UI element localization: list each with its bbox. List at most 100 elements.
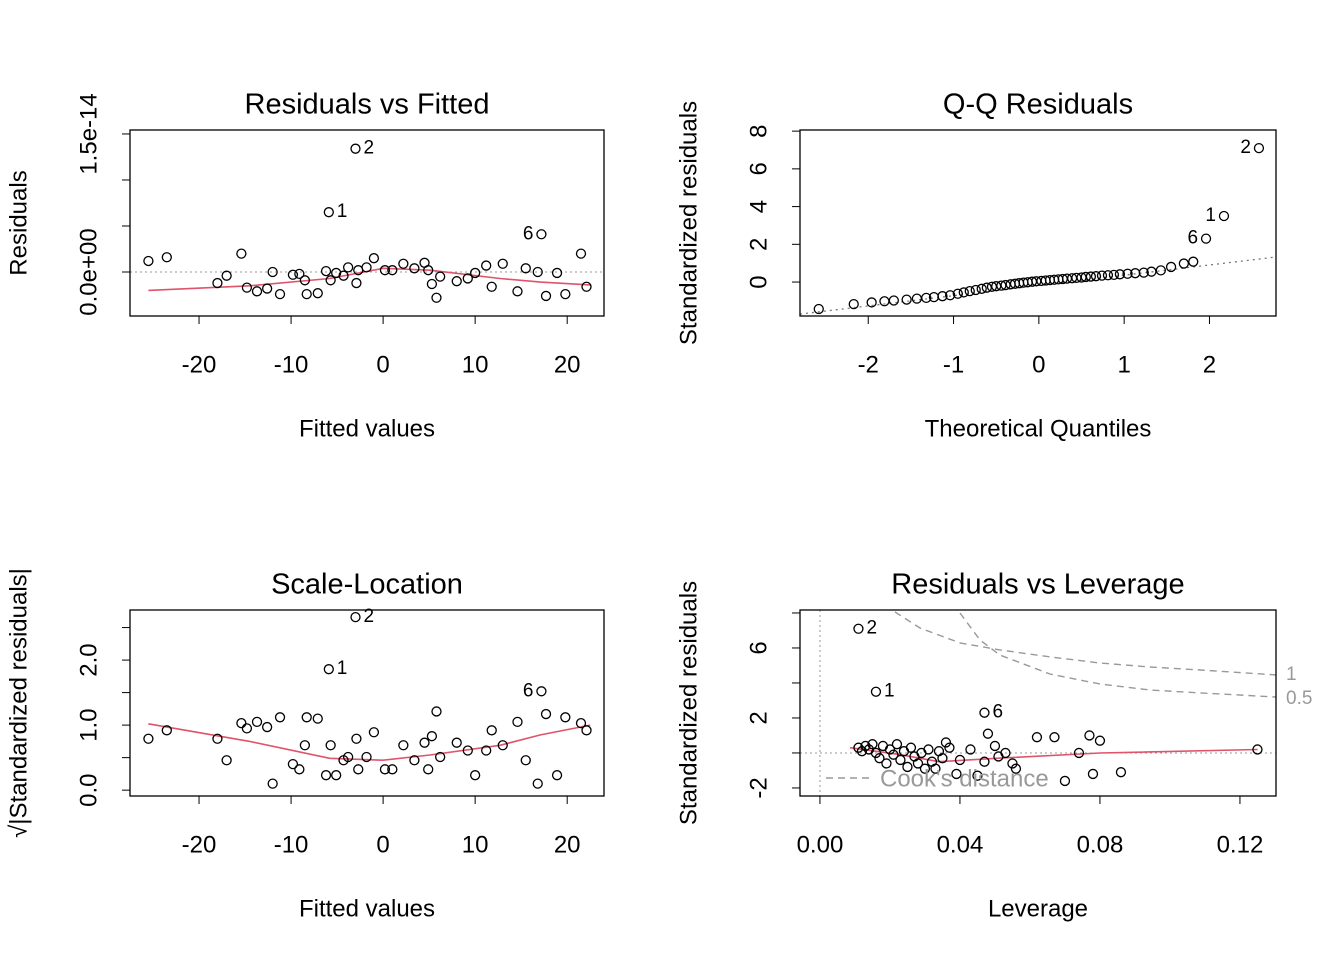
point: [911, 293, 923, 304]
point: [274, 288, 286, 300]
point: [261, 721, 273, 733]
cooks-level-label: 0.5: [1286, 688, 1312, 709]
point: [912, 758, 924, 769]
x-axis-label: Fitted values: [299, 895, 435, 922]
point-label: 2: [363, 138, 374, 159]
point: [379, 265, 391, 276]
x-tick-label: 0: [376, 831, 389, 858]
labeled-point: [323, 664, 334, 675]
point: [451, 276, 462, 287]
y-tick-label: 2: [745, 238, 772, 251]
point: [512, 286, 523, 297]
x-tick-label: 2: [1203, 351, 1216, 378]
point: [251, 286, 263, 297]
point: [512, 716, 523, 728]
point: [532, 266, 543, 278]
point: [1010, 763, 1022, 774]
point: [958, 287, 969, 298]
point: [338, 270, 349, 281]
point: [1155, 265, 1166, 276]
point: [874, 753, 885, 764]
point: [1102, 270, 1114, 281]
plot-area: [800, 256, 1276, 315]
point-label: 6: [523, 223, 534, 244]
point: [236, 248, 247, 259]
point: [423, 764, 434, 775]
x-tick-label: 20: [554, 351, 581, 378]
panel-title: Residuals vs Fitted: [245, 89, 490, 121]
point: [325, 275, 336, 286]
point: [161, 252, 172, 263]
point: [1114, 269, 1126, 280]
point: [221, 270, 232, 281]
point: [236, 718, 247, 729]
panel-title: Residuals vs Leverage: [891, 569, 1184, 601]
point-label: 1: [884, 681, 895, 702]
point: [361, 751, 372, 763]
x-tick-label: -10: [274, 831, 309, 858]
y-tick-label: 6: [745, 641, 772, 654]
point: [287, 758, 299, 770]
y-tick-label: 2: [745, 711, 772, 724]
point: [951, 768, 962, 780]
x-tick-label: 0.08: [1077, 831, 1124, 858]
y-tick-label: 6: [745, 162, 772, 175]
point: [860, 740, 871, 752]
point: [161, 725, 172, 736]
point: [267, 778, 278, 789]
point: [325, 740, 336, 751]
point: [1188, 256, 1199, 267]
point: [294, 268, 305, 279]
point: [212, 277, 223, 289]
point: [312, 713, 323, 724]
plot-area: [148, 723, 591, 762]
point: [551, 267, 563, 279]
point: [923, 744, 934, 755]
point: [241, 723, 253, 734]
labeled-point: [853, 623, 864, 634]
y-tick-label: 8: [745, 124, 772, 137]
point: [486, 725, 497, 736]
point: [520, 755, 531, 766]
point: [575, 248, 587, 259]
point: [426, 278, 438, 290]
point: [970, 284, 981, 296]
point: [540, 290, 552, 302]
point: [462, 745, 473, 756]
point: [1108, 269, 1120, 281]
point: [891, 739, 903, 750]
panel: Residuals vs Leverage Leverage Standardize…: [675, 569, 1312, 923]
point: [1115, 767, 1127, 778]
labeled-point: [350, 612, 361, 623]
cooks-contour: [959, 612, 1276, 698]
labeled-point: [1253, 142, 1265, 154]
point: [954, 754, 966, 766]
x-tick-label: 0.00: [797, 831, 844, 858]
x-tick-label: -1: [943, 351, 964, 378]
labeled-point: [536, 686, 547, 697]
x-tick-label: 10: [462, 831, 489, 858]
point: [435, 751, 446, 763]
panel-title: Q-Q Residuals: [943, 89, 1133, 121]
point: [331, 267, 342, 279]
point: [1031, 732, 1043, 743]
point-label: 6: [523, 680, 534, 701]
point: [486, 281, 497, 292]
labeled-point: [350, 143, 361, 154]
point: [1165, 261, 1177, 273]
point: [520, 263, 531, 274]
point: [937, 291, 948, 302]
point: [320, 265, 332, 277]
point: [1087, 768, 1099, 780]
point: [431, 292, 442, 303]
point: [1059, 775, 1071, 787]
labeled-point: [323, 207, 334, 218]
point: [431, 706, 442, 717]
point: [540, 708, 552, 720]
point: [905, 742, 917, 753]
point: [1084, 730, 1095, 741]
point: [221, 755, 232, 766]
point: [351, 733, 362, 744]
plot-box: [129, 609, 605, 797]
x-tick-label: -20: [182, 351, 217, 378]
